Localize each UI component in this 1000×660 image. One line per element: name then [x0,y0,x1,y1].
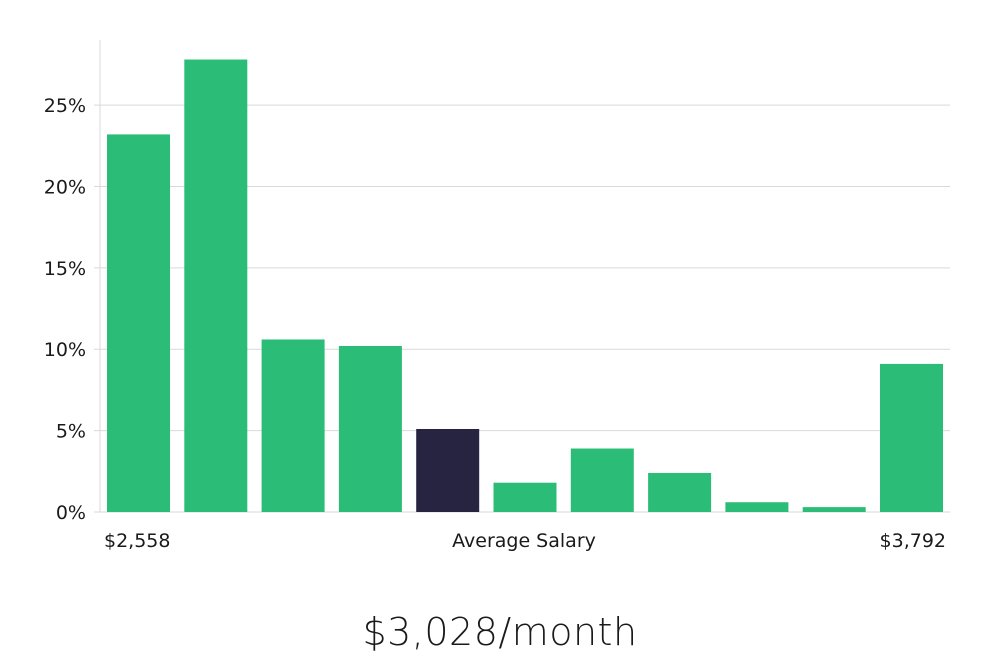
y-tick-label: 25% [44,95,86,117]
bar [261,339,325,512]
x-min-label: $2,558 [104,530,170,552]
y-tick-label: 10% [44,339,86,361]
y-tick-label: 15% [44,258,86,280]
bar [338,345,402,512]
bar [184,59,248,512]
x-axis-label: Average Salary [452,530,596,552]
bar [493,482,557,512]
y-tick-label: 0% [56,502,86,524]
y-tick-label: 5% [56,421,86,443]
x-max-label: $3,792 [880,530,946,552]
bar [107,134,170,512]
salary-histogram: 0% 5% 10% 15% 20% 25% $2,558 Average Salary $… [44,40,950,552]
y-tick-label: 20% [44,176,86,198]
bars [107,59,943,512]
bar [802,507,866,512]
bar [725,502,789,512]
bar [570,448,634,512]
average-salary-value: $3,028/month [362,610,638,654]
y-axis-ticks: 0% 5% 10% 15% 20% 25% [44,95,86,524]
bar-highlight [416,428,480,512]
bar [880,363,943,512]
bar [648,472,712,512]
